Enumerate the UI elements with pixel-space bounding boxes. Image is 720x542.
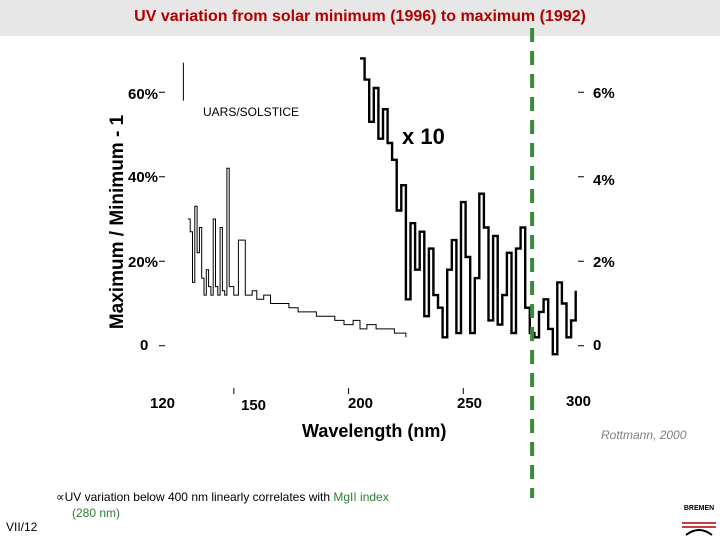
x-tick-200: 200: [348, 395, 374, 412]
bullet-tail: (280 nm): [72, 506, 121, 520]
credit-text: Rottmann, 2000: [601, 428, 687, 442]
bullet-symbol: ∝: [56, 490, 65, 504]
x-tick-150: 150: [241, 397, 267, 414]
instrument-annotation: UARS/SOLSTICE: [203, 105, 300, 119]
y-tick-left-20: 20%: [128, 254, 159, 271]
series-line-uars-solstice: [187, 167, 407, 338]
bullet-point: ∝UV variation below 400 nm linearly corr…: [56, 489, 476, 521]
scale-annotation: x 10: [402, 124, 445, 149]
y-tick-right-0: 0: [593, 337, 602, 354]
y-tick-right-6: 6%: [593, 85, 615, 102]
university-logo: BREMEN: [680, 495, 718, 537]
y-tick-right-4: 4%: [593, 172, 615, 189]
x-tick-120: 120: [150, 395, 176, 412]
series-line-x10: [360, 57, 577, 356]
y-tick-left-40: 40%: [128, 169, 159, 186]
plot-frame: [159, 62, 584, 394]
y-tick-left-0: 0: [140, 337, 149, 354]
y-tick-right-2: 2%: [593, 254, 615, 271]
slide-title: UV variation from solar minimum (1996) t…: [134, 8, 586, 25]
logo-text: BREMEN: [683, 505, 715, 512]
x-tick-250: 250: [457, 395, 483, 412]
bullet-highlight: MgII index: [333, 490, 389, 504]
y-tick-left-60: 60%: [128, 86, 159, 103]
bullet-text: UV variation below 400 nm linearly corre…: [64, 490, 334, 504]
header-band: [0, 0, 720, 36]
x-axis-label: Wavelength (nm): [302, 421, 447, 441]
logo-mark: [682, 522, 716, 536]
slide-number: VII/12: [6, 520, 38, 534]
x-tick-300: 300: [566, 393, 592, 410]
